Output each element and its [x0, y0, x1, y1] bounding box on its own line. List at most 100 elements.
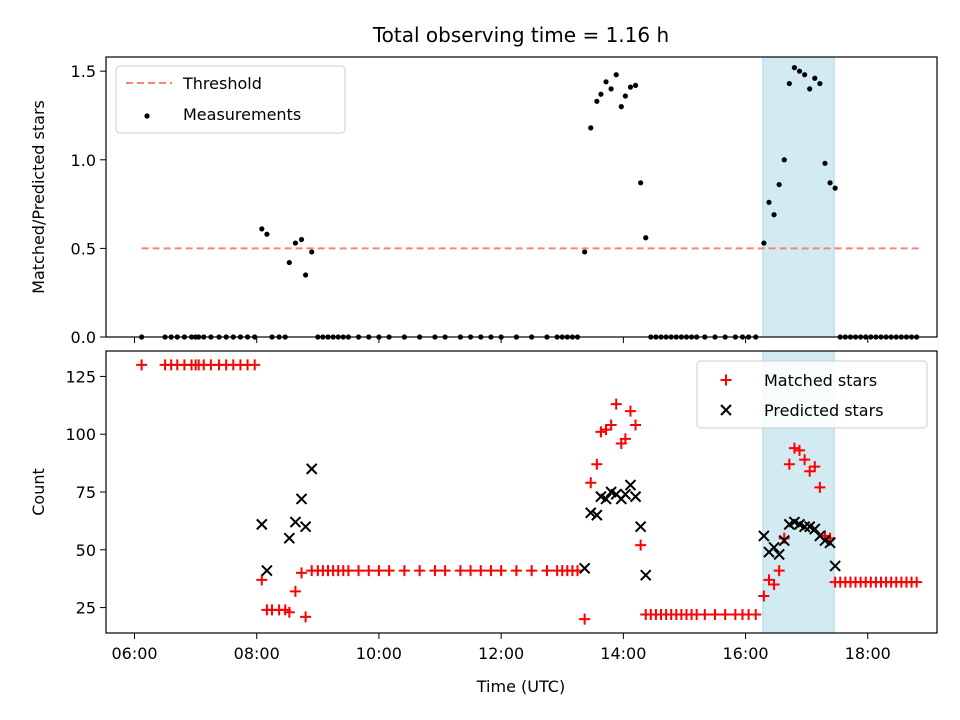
- data-point: [622, 93, 628, 99]
- data-point: [632, 82, 639, 88]
- data-point: [814, 481, 826, 493]
- data-point: [289, 585, 301, 597]
- data-point: [624, 405, 636, 417]
- data-point: [264, 231, 270, 237]
- data-point: [578, 562, 591, 574]
- data-point: [619, 433, 631, 445]
- data-point: [809, 461, 821, 473]
- x-tick-label: 12:00: [478, 644, 524, 663]
- data-point: [261, 564, 273, 577]
- data-point: [383, 565, 395, 577]
- data-point: [598, 91, 604, 97]
- data-point: [750, 609, 762, 621]
- ratio-panel: 0.0 0.5 1.0 1.5 Matched/Predicted stars Thres…: [29, 56, 938, 347]
- data-point: [591, 458, 603, 470]
- data-point: [634, 520, 647, 533]
- legend-measurements-swatch: [144, 113, 150, 119]
- data-point: [809, 523, 821, 535]
- data-point: [610, 398, 622, 410]
- data-point: [773, 565, 785, 577]
- plot-frame: [105, 56, 938, 338]
- data-point: [817, 80, 823, 87]
- data-point: [594, 98, 600, 104]
- data-point: [794, 444, 806, 456]
- data-point: [627, 84, 634, 90]
- data-point: [363, 565, 375, 577]
- data-point: [643, 235, 649, 241]
- legend-threshold-label: Threshold: [182, 74, 262, 93]
- y-axis-label: Count: [29, 468, 48, 516]
- data-point: [585, 507, 597, 519]
- data-point: [286, 259, 292, 266]
- legend: Matched stars Predicted stars: [696, 360, 928, 429]
- series-predicted-stars: [256, 463, 841, 581]
- data-point: [758, 530, 770, 542]
- x-tick-label: 08:00: [234, 644, 280, 663]
- data-point: [709, 609, 721, 621]
- y-tick-label: 1.5: [71, 62, 96, 81]
- y-tick-label: 75: [76, 483, 96, 502]
- legend-label: Predicted stars: [764, 401, 884, 420]
- data-point: [259, 226, 265, 232]
- y-tick-label: 100: [65, 425, 96, 444]
- data-point: [768, 578, 780, 590]
- x-axis-label: Time (UTC): [476, 677, 565, 696]
- data-point: [475, 565, 487, 577]
- data-point: [629, 490, 642, 503]
- data-point: [485, 565, 497, 577]
- data-point: [298, 236, 305, 243]
- data-point: [295, 493, 308, 505]
- data-point: [398, 565, 410, 577]
- data-point: [635, 539, 647, 551]
- data-point: [249, 359, 261, 371]
- data-point: [758, 590, 770, 602]
- data-point: [603, 79, 609, 85]
- data-point: [791, 65, 798, 71]
- data-point: [292, 240, 299, 246]
- y-tick-label: 125: [65, 367, 96, 386]
- data-point: [824, 537, 836, 549]
- highlight-band: [762, 56, 835, 338]
- data-point: [624, 479, 637, 491]
- data-point: [526, 565, 538, 577]
- legend-label: Matched stars: [764, 371, 877, 390]
- legend-swatch: [720, 404, 732, 416]
- data-point: [619, 488, 632, 501]
- data-point: [827, 180, 833, 186]
- data-point: [798, 520, 811, 533]
- data-point: [306, 463, 318, 475]
- y-tick-label: 1.0: [71, 151, 96, 170]
- legend-box: [115, 65, 346, 134]
- x-tick-label: 06:00: [111, 644, 157, 663]
- legend-box: [696, 360, 928, 429]
- data-point: [510, 565, 522, 577]
- legend-swatch: [720, 374, 732, 386]
- data-point: [353, 565, 365, 577]
- data-point: [303, 272, 309, 278]
- data-point: [812, 75, 818, 81]
- data-point: [768, 541, 780, 554]
- data-point: [802, 72, 808, 78]
- y-axis-label: Matched/Predicted stars: [29, 100, 48, 294]
- data-point: [439, 565, 451, 577]
- data-point: [256, 574, 268, 586]
- data-point: [300, 611, 312, 623]
- data-point: [429, 565, 441, 577]
- data-point: [778, 534, 790, 547]
- data-point: [595, 426, 607, 438]
- data-point: [613, 72, 619, 78]
- data-point: [256, 518, 268, 531]
- data-point: [719, 609, 731, 621]
- data-point: [605, 419, 617, 431]
- data-point: [630, 419, 642, 431]
- data-point: [796, 68, 803, 74]
- data-point: [582, 249, 588, 255]
- data-point: [773, 548, 785, 561]
- data-point: [465, 565, 477, 577]
- data-point: [822, 160, 828, 166]
- data-point: [296, 567, 308, 579]
- data-point: [585, 477, 597, 489]
- data-point: [600, 493, 612, 505]
- data-point: [579, 613, 591, 625]
